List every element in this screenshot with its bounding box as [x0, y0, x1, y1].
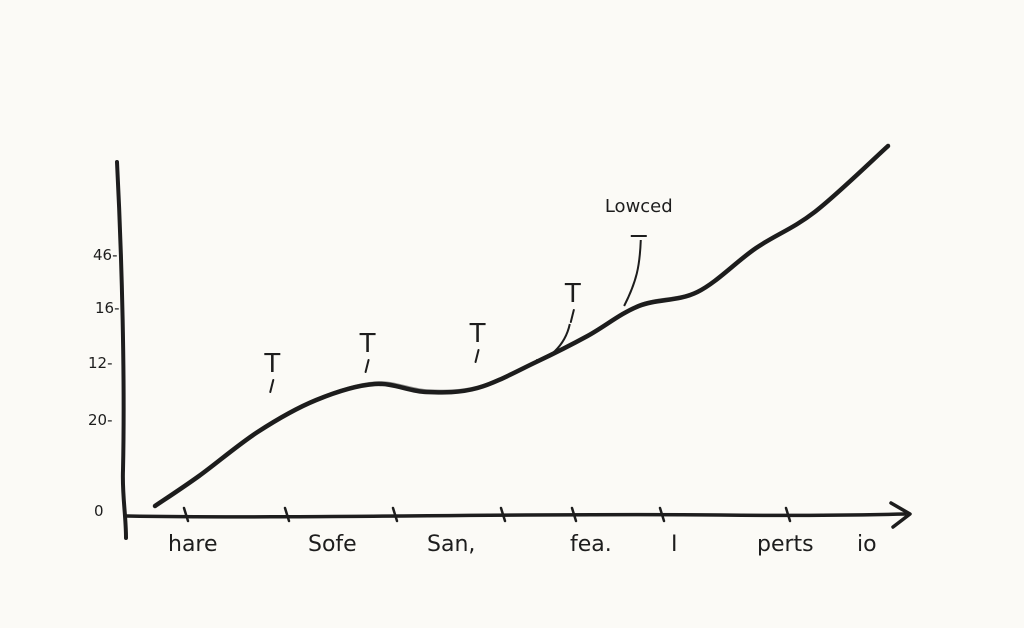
x-tick-label: Sofe: [308, 532, 357, 557]
x-axis-arrowhead: [889, 501, 912, 529]
series-line-sketch: [156, 143, 891, 505]
y-tick-label: 46-: [93, 246, 118, 264]
annotation-marker-stem: [269, 379, 275, 393]
y-tick-label: 16-: [95, 299, 120, 317]
x-tick-label: hare: [168, 532, 218, 557]
x-tick-mark: [658, 506, 666, 523]
x-tick-mark: [391, 506, 399, 523]
annotation-leader-line: [535, 323, 571, 362]
annotations: T T T T Lowced: [263, 196, 673, 393]
x-tick-label: I: [671, 532, 678, 557]
annotation-marker: T: [469, 319, 486, 349]
x-tick-mark: [570, 506, 578, 523]
x-tick-label: San,: [427, 532, 475, 557]
x-tick-label: fea.: [570, 532, 612, 557]
series-line: [152, 143, 891, 509]
x-tick-mark: [499, 506, 507, 523]
annotation-marker-stem: [474, 349, 480, 363]
x-tick-mark: [182, 506, 190, 523]
x-tick-label: perts: [757, 532, 814, 557]
annotation-label: Lowced: [605, 196, 673, 217]
annotation-marker: T: [263, 349, 280, 379]
series-layer: [152, 143, 891, 509]
y-tick-label: 20-: [88, 411, 113, 429]
axes: [115, 160, 912, 540]
annotation-marker-stem: [569, 309, 575, 323]
annotation-marker: T: [359, 329, 376, 359]
x-axis-line: [125, 512, 907, 519]
annotation-marker-stem: [364, 359, 370, 373]
x-tick-mark: [784, 506, 792, 523]
y-tick-label: 0: [94, 502, 104, 520]
annotation-marker: T: [564, 279, 581, 309]
y-tick-label: 12-: [88, 354, 113, 372]
x-tick-label: io: [857, 532, 877, 557]
annotation-leader-line: [623, 239, 642, 307]
x-tick-mark: [283, 506, 291, 523]
y-axis-line: [115, 160, 128, 540]
